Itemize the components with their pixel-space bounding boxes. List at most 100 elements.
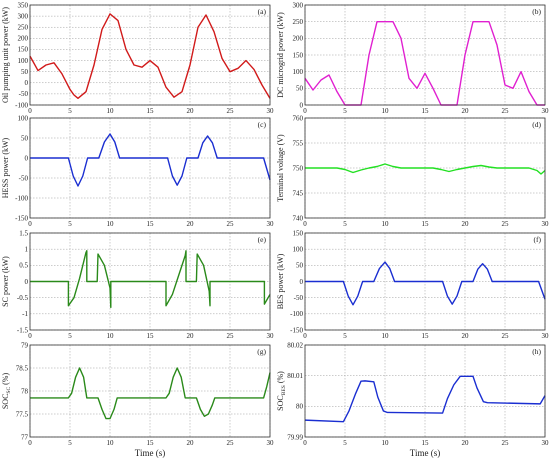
- x-tick-label: 5: [343, 220, 347, 228]
- chart-panel-3: -150 -100 -50 0 50 100 0 5 10 15 20 25 30 (c) HESS pow…: [1, 114, 274, 228]
- y-tick-label: 50: [296, 85, 304, 93]
- x-tick-label: 5: [68, 439, 72, 447]
- x-tick-label: 30: [267, 439, 275, 447]
- x-tick-label: 10: [107, 220, 115, 228]
- y-tick-label: -100: [290, 310, 303, 318]
- y-tick-label: 80.01: [287, 372, 303, 380]
- y-tick-label: -100: [15, 194, 28, 202]
- x-tick-label: 0: [303, 107, 307, 115]
- y-tick-label: -150: [15, 214, 28, 222]
- chart-panel-4: 740 745 750 755 760 0 5 10 15 20 25 30 (d) Terminal v…: [276, 114, 549, 228]
- x-tick-label: 15: [147, 332, 155, 340]
- y-tick-label: 77: [21, 433, 29, 441]
- panel-label: (c): [258, 120, 267, 129]
- y-axis-label: Oil pumping unit power (kW): [1, 7, 10, 103]
- y-tick-label: 100: [18, 114, 29, 122]
- x-tick-label: 20: [187, 332, 195, 340]
- y-tick-label: 78.5: [16, 364, 29, 372]
- x-tick-label: 25: [227, 107, 235, 115]
- y-axis-label: SOCBES (%): [276, 371, 287, 411]
- y-tick-label: 100: [293, 68, 304, 76]
- x-tick-label: 5: [343, 439, 347, 447]
- x-tick-label: 30: [267, 107, 275, 115]
- x-tick-label: 25: [502, 107, 510, 115]
- x-axis-label-1: Time (s): [135, 448, 165, 458]
- x-tick-label: 20: [187, 107, 195, 115]
- series-line-1: [304, 375, 546, 423]
- panel-label: (e): [258, 235, 267, 244]
- y-tick-label: 80.02: [287, 341, 303, 349]
- axes-frame: [29, 344, 271, 438]
- y-tick-label: 79.99: [287, 433, 303, 441]
- y-tick-label: 50: [21, 68, 29, 76]
- x-tick-label: 10: [107, 332, 115, 340]
- panel-label: (b): [532, 7, 541, 16]
- x-tick-label: 25: [502, 439, 510, 447]
- y-tick-label: 150: [18, 46, 29, 54]
- panel-label: (g): [257, 347, 266, 356]
- y-tick-label: -50: [19, 174, 29, 182]
- y-tick-label: 250: [18, 24, 29, 32]
- y-tick-label: 77.5: [16, 410, 29, 418]
- y-tick-label: 750: [293, 164, 304, 172]
- x-tick-label: 15: [422, 332, 430, 340]
- y-tick-label: 0: [25, 154, 29, 162]
- y-axis-label: SOCSC (%): [1, 373, 12, 410]
- y-tick-label: 0: [25, 278, 29, 286]
- x-tick-label: 20: [462, 107, 470, 115]
- y-tick-label: 1.5: [19, 229, 28, 237]
- x-tick-label: 10: [382, 439, 390, 447]
- y-tick-label: 80: [296, 403, 304, 411]
- y-axis-label: DC microgrid power (kW): [276, 12, 285, 98]
- x-tick-label: 5: [343, 332, 347, 340]
- series-line-1: [29, 13, 271, 100]
- series-line-1: [30, 133, 271, 187]
- y-tick-label: 100: [293, 245, 304, 253]
- x-tick-label: 20: [462, 332, 470, 340]
- y-axis-label: SC power (kW): [1, 256, 10, 307]
- axes-frame: [29, 117, 271, 219]
- x-tick-label: 5: [68, 220, 72, 228]
- x-tick-label: 5: [343, 107, 347, 115]
- chart-panel-2: 0 50 100 150 200 250 300 0 5 10 15 20 25 30 (b) DC micr…: [276, 1, 549, 115]
- y-tick-label: 79: [21, 341, 29, 349]
- x-tick-label: 10: [382, 107, 390, 115]
- x-tick-label: 5: [68, 332, 72, 340]
- y-tick-label: -1: [22, 310, 28, 318]
- x-tick-label: 25: [502, 332, 510, 340]
- y-tick-label: -150: [290, 326, 303, 334]
- x-tick-label: 0: [303, 220, 307, 228]
- x-tick-label: 0: [28, 107, 32, 115]
- chart-panel-7: 77 77.5 78 78.5 79 0 5 10 15 20 25 30 (g) SOCSC (%): [1, 341, 274, 447]
- x-tick-label: 25: [227, 220, 235, 228]
- y-axis-label: Terminal voltage (V): [276, 134, 285, 202]
- panel-label: (h): [532, 347, 541, 356]
- x-tick-label: 15: [422, 220, 430, 228]
- y-tick-label: 755: [293, 139, 304, 147]
- x-tick-label: 30: [542, 220, 550, 228]
- x-tick-label: 10: [107, 439, 115, 447]
- chart-panel-1: -100 -50 0 50 100 150 200 250 300 350 0 5 10 15 20 25 30…: [1, 1, 274, 115]
- y-tick-label: -0.5: [17, 294, 29, 302]
- y-tick-label: 740: [293, 214, 304, 222]
- y-axis-label: BES power (kW): [276, 253, 285, 309]
- axes-frame: [304, 232, 546, 331]
- series-line-1: [305, 261, 546, 306]
- y-tick-label: 50: [21, 134, 29, 142]
- y-tick-label: -50: [294, 294, 304, 302]
- x-tick-label: 0: [303, 332, 307, 340]
- y-tick-label: 100: [18, 57, 29, 65]
- x-tick-label: 25: [502, 220, 510, 228]
- panel-label: (f): [534, 235, 542, 244]
- x-tick-label: 30: [542, 439, 550, 447]
- y-tick-label: 200: [293, 35, 304, 43]
- x-tick-label: 0: [28, 439, 32, 447]
- x-tick-label: 30: [267, 220, 275, 228]
- x-tick-label: 20: [462, 439, 470, 447]
- y-tick-label: -100: [15, 101, 28, 109]
- y-tick-label: 200: [18, 35, 29, 43]
- series-line-1: [30, 250, 271, 309]
- x-tick-label: 30: [542, 107, 550, 115]
- y-axis-label-sub: SC: [6, 387, 12, 394]
- x-tick-label: 15: [147, 439, 155, 447]
